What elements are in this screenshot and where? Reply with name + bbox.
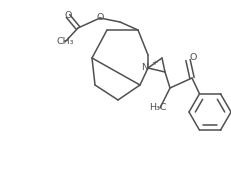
Text: H₃C: H₃C bbox=[149, 103, 167, 113]
Text: CH₃: CH₃ bbox=[56, 37, 74, 47]
Text: O: O bbox=[189, 54, 197, 62]
Text: +: + bbox=[151, 60, 157, 66]
Text: O: O bbox=[64, 10, 72, 19]
Text: N: N bbox=[142, 63, 149, 73]
Text: O: O bbox=[96, 14, 104, 23]
